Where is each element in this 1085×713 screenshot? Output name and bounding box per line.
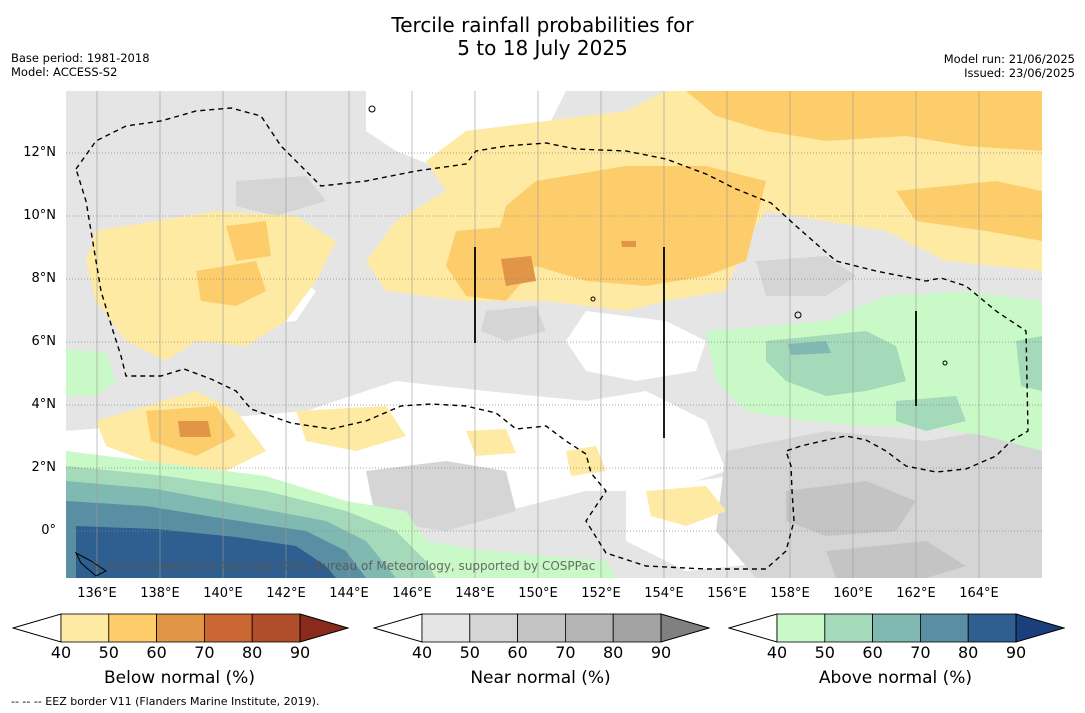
region-markers [474,247,917,438]
colorbar-extend-high [299,613,349,643]
colorbar-tick-label: 40 [50,643,72,662]
title-line-2: 5 to 18 July 2025 [457,36,628,60]
eez-border [75,107,1029,570]
coastlines [74,105,948,577]
colorbar-segment [469,613,519,643]
colorbar-extend-low [12,613,62,643]
colorbar-segment [108,613,158,643]
lat-tick-label: 0° [41,523,56,538]
eez-footnote: -- -- -- EEZ border V11 (Flanders Marine… [11,695,320,708]
colorbar-above [728,613,1065,643]
lon-tick-label: 148°E [455,586,495,601]
colorbar-tick-label: 70 [194,643,215,662]
probability-map: © Commonwealth of Australia 2025, Bureau… [66,91,1042,578]
colorbar-tick-label: 40 [766,643,788,662]
colorbar-tick-label: 90 [289,643,311,662]
colorbar-tick-label: 60 [146,643,167,662]
lat-tick-label: 12°N [23,145,56,160]
colorbar-segment [919,613,969,643]
map-title: Tercile rainfall probabilities for 5 to … [0,14,1085,60]
colorbar-title: Below normal (%) [104,668,255,688]
lon-tick-label: 162°E [896,586,936,601]
lon-tick-label: 160°E [833,586,873,601]
lon-tick-label: 156°E [707,586,747,601]
model-run-text: Model run: 21/06/2025 [943,52,1075,66]
colorbar-extend-high [1015,613,1065,643]
title-line-1: Tercile rainfall probabilities for [391,13,694,37]
colorbar-segment [872,613,921,643]
colorbar-tick-label: 70 [555,643,576,662]
near-normal-60 [786,481,966,578]
lon-tick-label: 158°E [770,586,810,601]
colorbar-extend-low [728,613,778,643]
colorbar-tick-label: 50 [98,643,119,662]
colorbar-segment [612,613,662,643]
lon-tick-label: 138°E [140,586,180,601]
colorbar-segment [60,613,110,643]
colorbar-segment [967,613,1017,643]
lat-tick-label: 10°N [23,208,56,223]
colorbar-extend-low [373,613,423,643]
lon-tick-label: 136°E [77,586,117,601]
colorbar-segment [564,613,614,643]
lon-tick-label: 142°E [266,586,306,601]
colorbar-title: Near normal (%) [470,668,611,688]
lon-tick-label: 144°E [329,586,369,601]
colorbar-near [373,613,710,643]
lat-tick-label: 8°N [31,271,57,286]
colorbar-tick-label: 60 [507,643,528,662]
lat-tick-label: 2°N [31,460,57,475]
colorbar-segment [251,613,301,643]
lon-tick-label: 140°E [203,586,243,601]
colorbar-tick-label: 40 [411,643,433,662]
colorbar-tick-label: 60 [862,643,883,662]
lat-tick-label: 4°N [31,397,57,412]
below-normal-50 [146,91,1042,456]
colorbar-extend-high [660,613,710,643]
colorbar-tick-label: 80 [603,643,624,662]
colorbar-segment [421,613,471,643]
colorbar-tick-label: 50 [814,643,835,662]
above-normal-80 [76,526,336,578]
graticule [66,91,1042,578]
lon-tick-label: 152°E [581,586,621,601]
lon-tick-label: 146°E [392,586,432,601]
lon-tick-label: 164°E [959,586,999,601]
model-text: Model: ACCESS-S2 [11,65,118,79]
lat-tick-label: 6°N [31,334,57,349]
colorbar-tick-label: 80 [242,643,263,662]
issued-text: Issued: 23/06/2025 [964,66,1075,80]
colorbar-tick-label: 80 [958,643,979,662]
colorbar-segment [203,613,253,643]
below-normal-60 [178,241,636,437]
colorbar-segment [776,613,826,643]
copyright-text: © Commonwealth of Australia 2025, Bureau… [90,559,595,573]
colorbar-tick-label: 70 [910,643,931,662]
lon-tick-label: 154°E [644,586,684,601]
lon-tick-label: 150°E [518,586,558,601]
colorbar-below [12,613,349,643]
colorbar-title: Above normal (%) [818,668,973,688]
colorbar-tick-label: 50 [459,643,480,662]
colorbar-tick-label: 90 [1005,643,1027,662]
colorbar-tick-label: 90 [650,643,672,662]
run-info: Model run: 21/06/2025 Issued: 23/06/2025 [944,52,1075,80]
map-canvas: © Commonwealth of Australia 2025, Bureau… [66,91,1042,578]
colorbar-segment [156,613,205,643]
model-info: Base period: 1981-2018 Model: ACCESS-S2 [11,51,150,79]
colorbar-segment [517,613,566,643]
colorbar-segment [824,613,874,643]
base-period-text: Base period: 1981-2018 [11,51,150,65]
